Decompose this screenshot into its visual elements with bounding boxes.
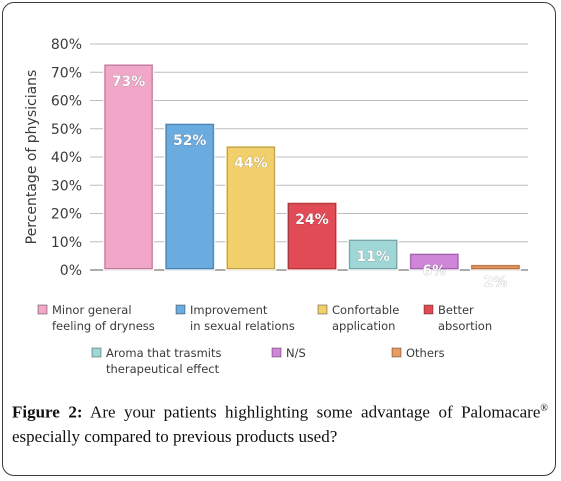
bar-data-label: 11% xyxy=(356,249,390,265)
bar xyxy=(164,122,216,271)
y-tick-label: 70% xyxy=(51,65,82,81)
bar-outline xyxy=(288,203,336,269)
y-tick-label: 40% xyxy=(51,150,82,166)
y-tick-label: 60% xyxy=(51,94,82,110)
y-tick-label: 30% xyxy=(51,178,82,194)
legend-label-line2: feeling of dryness xyxy=(52,319,155,333)
bar-chart: 0% 10% 20% 30% 40% 50% 60% 70% 80% Percentage of … xyxy=(24,37,528,376)
legend-swatch xyxy=(317,304,328,315)
bar xyxy=(286,201,338,271)
figure-caption: Figure 2: Are your patients highlighting… xyxy=(12,397,548,449)
legend-swatch xyxy=(175,304,186,315)
bar-data-label: 24% xyxy=(295,212,329,228)
legend-label: Better xyxy=(438,303,474,317)
bar-data-label: 6% xyxy=(422,263,446,279)
bar-outline xyxy=(471,265,520,270)
bar-data-label: 73% xyxy=(112,74,146,90)
legend-label-line2: absortion xyxy=(438,319,492,333)
bar-data-label: 2% xyxy=(484,274,508,290)
legend-swatch xyxy=(91,347,102,358)
legend-label: Improvement xyxy=(190,303,268,317)
bar-outline xyxy=(349,239,398,270)
legend-swatch xyxy=(423,304,434,315)
bar-outline xyxy=(226,146,275,269)
bar xyxy=(103,63,155,271)
bar-outline xyxy=(165,124,214,269)
bar xyxy=(347,238,399,271)
legend-label: N/S xyxy=(286,346,306,360)
caption-text-part1: Are your patients highlighting some adva… xyxy=(82,402,541,422)
registered-mark: ® xyxy=(540,403,548,414)
legend-label-line2: therapeutical effect xyxy=(106,362,220,376)
legend-label: Others xyxy=(406,346,445,360)
bar xyxy=(408,252,460,271)
y-axis-label: Percentage of physicians xyxy=(24,70,40,245)
legend-label: Confortable xyxy=(332,303,399,317)
bar-data-label: 44% xyxy=(234,156,268,172)
caption-text-part2: especially compared to previous products… xyxy=(12,426,338,446)
y-tick-label: 0% xyxy=(60,263,82,279)
y-tick-label: 10% xyxy=(51,235,82,251)
legend-label-line2: application xyxy=(332,319,395,333)
legend-label-line2: in sexual relations xyxy=(190,319,295,333)
y-tick-label: 80% xyxy=(51,37,82,53)
bar-data-label: 52% xyxy=(173,133,207,149)
legend-label: Aroma that trasmits xyxy=(106,346,221,360)
legend-swatch xyxy=(271,347,282,358)
legend-swatch xyxy=(391,347,402,358)
bar-outline xyxy=(104,64,153,270)
bar xyxy=(469,263,521,271)
y-tick-label: 50% xyxy=(51,122,82,138)
figure-label: Figure 2: xyxy=(12,402,83,422)
bar-outline xyxy=(410,254,459,270)
bar xyxy=(225,145,277,271)
figure-frame xyxy=(2,2,556,476)
legend-swatch xyxy=(37,304,48,315)
y-tick-label: 20% xyxy=(51,207,82,223)
legend-label: Minor general xyxy=(52,303,132,317)
